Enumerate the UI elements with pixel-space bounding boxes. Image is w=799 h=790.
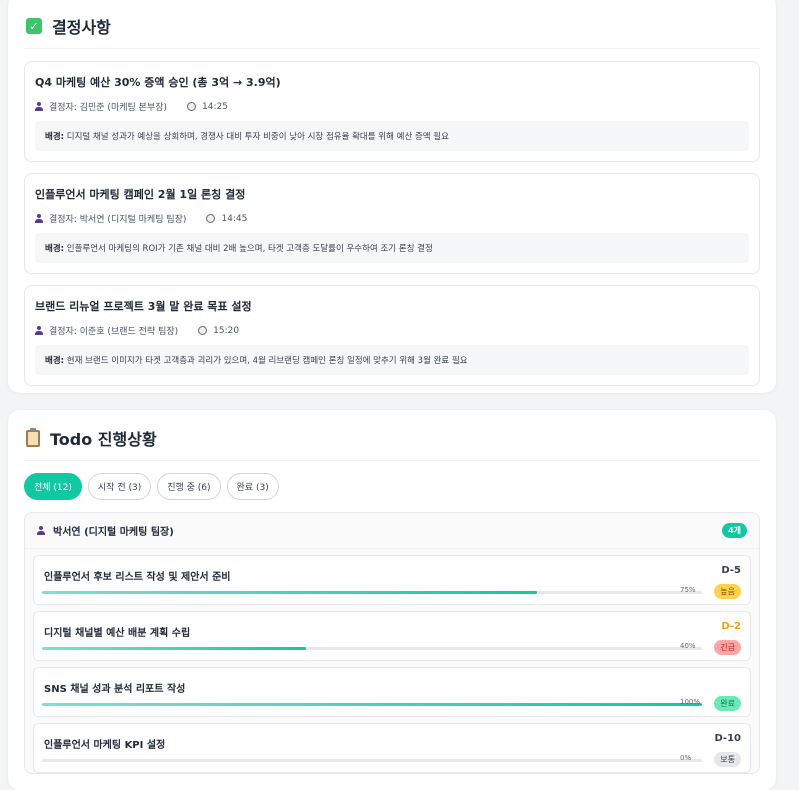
background-label: 배경: <box>45 132 65 142</box>
todo-card: Todo 진행상황 전체 (12) 시작 전 (3) 진행 중 (6) 완료 (3) … <box>8 410 776 790</box>
due-label: D-5 <box>721 565 741 576</box>
decision-background: 배경: 디지털 채널 성과가 예상을 상회하며, 경쟁사 대비 투자 비중이 낮… <box>35 121 749 151</box>
decision-item: 인플루언서 마케팅 캠페인 2월 1일 론칭 결정 결정자: 박서연 (디지털 … <box>24 173 760 274</box>
filter-tab[interactable]: 진행 중 (6) <box>157 473 221 500</box>
progress-text: 100% <box>680 698 701 706</box>
decision-time: 14:45 <box>221 213 248 224</box>
person-icon <box>37 526 45 535</box>
check-icon: ✓ <box>26 18 42 34</box>
section-title: Todo 진행상황 <box>50 430 157 449</box>
progress-bar <box>42 647 702 650</box>
progress-text: 75% <box>680 586 696 594</box>
clock-icon <box>187 102 196 111</box>
person-icon <box>35 214 43 223</box>
todo-item[interactable]: 인플루언서 후보 리스트 작성 및 제안서 준비 75% D-5 높음 <box>33 555 751 605</box>
filter-tabs: 전체 (12) 시작 전 (3) 진행 중 (6) 완료 (3) <box>24 473 760 500</box>
todo-title: 디지털 채널별 예산 배분 계획 수립 <box>44 628 191 639</box>
background-label: 배경: <box>45 244 65 254</box>
todo-item[interactable]: SNS 채널 성과 분석 리포트 작성 100% 완료 <box>33 667 751 717</box>
progress-bar <box>42 759 702 762</box>
decision-title: 인플루언서 마케팅 캠페인 2월 1일 론칭 결정 <box>35 188 246 201</box>
priority-badge: 높음 <box>714 584 741 599</box>
section-title: 결정사항 <box>52 18 111 37</box>
filter-tab[interactable]: 전체 (12) <box>24 473 82 500</box>
group-header[interactable]: 박서연 (디지털 마케팅 팀장) 4개 <box>25 513 759 549</box>
decider: 결정자: 김민준 (마케팅 본부장) <box>49 103 167 113</box>
progress-text: 0% <box>680 754 692 762</box>
background-text: 인플루언서 마케팅의 ROI가 기존 채널 대비 2배 높으며, 타겟 고객층 … <box>64 244 433 254</box>
decider: 결정자: 이준호 (브랜드 전략 팀장) <box>49 327 179 337</box>
todo-item[interactable]: 디지털 채널별 예산 배분 계획 수립 40% D-2 긴급 <box>33 611 751 661</box>
clock-icon <box>198 326 208 335</box>
clock-icon <box>206 214 216 223</box>
decision-item: Q4 마케팅 예산 30% 증액 승인 (총 3억 → 3.9억) 결정자: 김… <box>24 61 760 162</box>
person-icon <box>35 326 43 335</box>
progress-text: 40% <box>680 642 696 650</box>
decision-time: 14:25 <box>202 101 228 112</box>
background-text: 현재 브랜드 이미지가 타겟 고객층과 괴리가 있으며, 4월 리브랜딩 캠페인… <box>64 356 468 366</box>
decisions-card: ✓ 결정사항 Q4 마케팅 예산 30% 증액 승인 (총 3억 → 3.9억) … <box>8 0 776 393</box>
decision-title: 브랜드 리뉴얼 프로젝트 3월 말 완료 목표 설정 <box>35 300 252 313</box>
count-badge: 4개 <box>722 523 747 538</box>
clipboard-icon <box>26 427 40 447</box>
priority-badge: 보통 <box>714 752 741 767</box>
progress-bar <box>42 703 702 706</box>
group-owner: 박서연 (디지털 마케팅 팀장) <box>53 527 174 538</box>
due-label: D-10 <box>714 733 741 744</box>
todo-title: 인플루언서 후보 리스트 작성 및 제안서 준비 <box>44 572 231 583</box>
person-icon <box>35 102 43 111</box>
decider: 결정자: 박서연 (디지털 마케팅 팀장) <box>49 215 187 225</box>
todo-title: 인플루언서 마케팅 KPI 설정 <box>44 740 166 751</box>
background-label: 배경: <box>45 356 65 366</box>
progress-bar <box>42 591 702 594</box>
decision-time: 15:20 <box>213 325 240 336</box>
todo-group: 박서연 (디지털 마케팅 팀장) 4개 인플루언서 후보 리스트 작성 및 제안서… <box>24 512 760 774</box>
decision-background: 배경: 현재 브랜드 이미지가 타겟 고객층과 괴리가 있으며, 4월 리브랜딩… <box>35 345 749 375</box>
priority-badge: 긴급 <box>714 640 741 655</box>
due-label: D-2 <box>721 621 741 632</box>
decision-background: 배경: 인플루언서 마케팅의 ROI가 기존 채널 대비 2배 높으며, 타겟 … <box>35 233 749 263</box>
filter-tab[interactable]: 완료 (3) <box>226 473 279 500</box>
todo-item[interactable]: 인플루언서 마케팅 KPI 설정 0% D-10 보통 <box>33 723 751 773</box>
filter-tab[interactable]: 시작 전 (3) <box>87 473 152 500</box>
decision-title: Q4 마케팅 예산 30% 증액 승인 (총 3억 → 3.9억) <box>35 76 281 89</box>
todo-header: Todo 진행상황 <box>24 426 760 461</box>
decisions-header: ✓ 결정사항 <box>24 14 760 49</box>
background-text: 디지털 채널 성과가 예상을 상회하며, 경쟁사 대비 투자 비중이 낮아 시장… <box>64 132 449 142</box>
todo-title: SNS 채널 성과 분석 리포트 작성 <box>44 684 186 695</box>
decision-item: 브랜드 리뉴얼 프로젝트 3월 말 완료 목표 설정 결정자: 이준호 (브랜드… <box>24 285 760 386</box>
priority-badge: 완료 <box>714 696 741 711</box>
